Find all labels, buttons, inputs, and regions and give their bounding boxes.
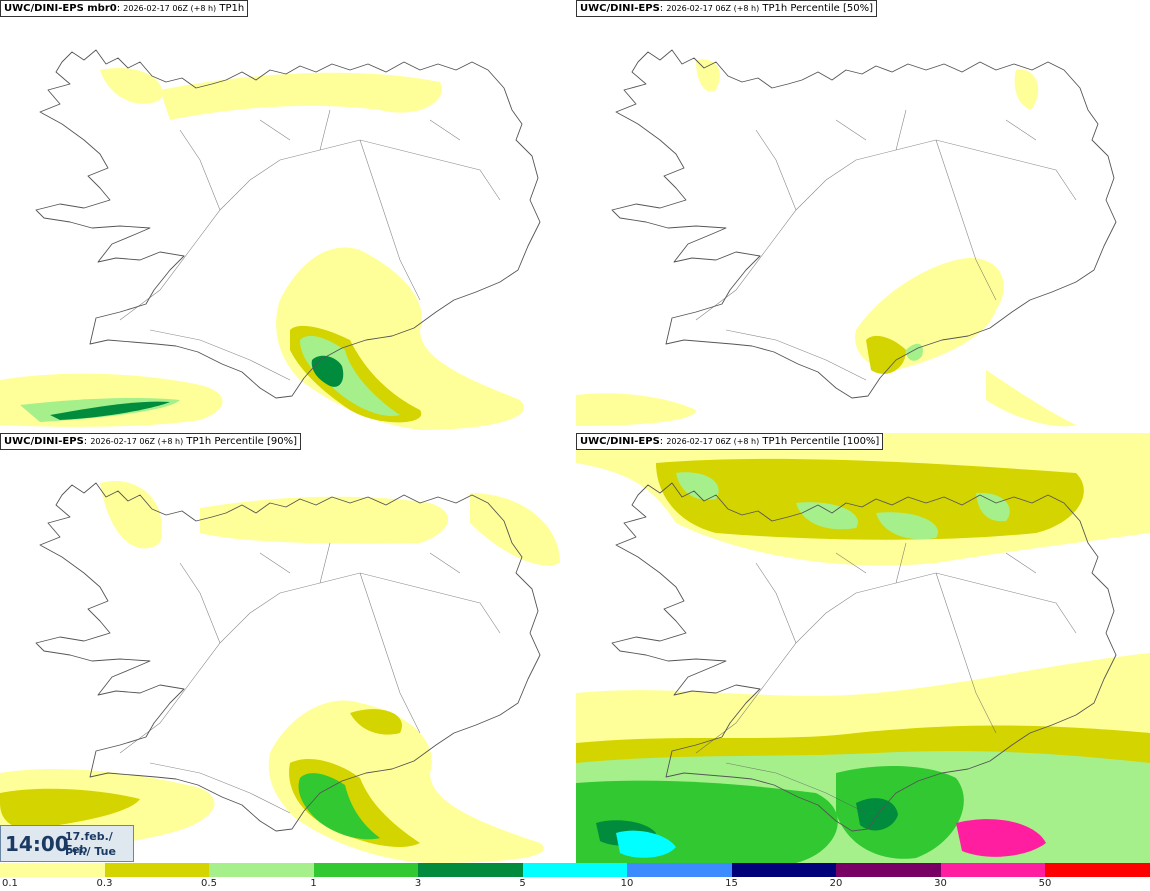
panel-title: UWC/DINI-EPS mbr0: 2026-02-17 06Z (+8 h)…	[0, 0, 249, 17]
legend-tick: 15	[725, 878, 738, 889]
legend-color-5	[522, 863, 628, 877]
model-label: UWC/DINI-EPS	[580, 436, 660, 447]
legend-tick: 50	[1038, 878, 1052, 889]
valid-time-box: 14:00 17.feb./ Feb Þri./ Tue	[0, 825, 134, 862]
precip-area	[796, 502, 858, 530]
precip-area	[986, 370, 1076, 427]
precip-area	[50, 401, 170, 420]
legend-color-0	[0, 863, 105, 877]
legend-color-4	[418, 863, 523, 877]
run-label: 2026-02-17 06Z (+8 h)	[666, 437, 760, 446]
precip-map	[0, 49, 541, 430]
field-label: TP1h Percentile [100%]	[762, 436, 880, 447]
run-label: 2026-02-17 06Z (+8 h)	[123, 4, 217, 13]
precip-legend: 0.1 0.3 0.5 1 3 5 10 15 20 30 50	[0, 862, 1150, 891]
legend-color-2	[209, 863, 314, 877]
map-panel-member0: UWC/DINI-EPS mbr0: 2026-02-17 06Z (+8 h)…	[0, 0, 574, 430]
model-label: UWC/DINI-EPS	[580, 3, 660, 14]
map-panel-p50: UWC/DINI-EPS: 2026-02-17 06Z (+8 h) TP1h…	[576, 0, 1150, 430]
precip-area	[350, 709, 402, 735]
legend-tick: 1	[310, 878, 317, 889]
precip-area	[946, 271, 998, 304]
legend-tick: 0.1	[2, 878, 18, 889]
field-label: TP1h Percentile [50%]	[762, 3, 873, 14]
panel-title: UWC/DINI-EPS: 2026-02-17 06Z (+8 h) TP1h…	[0, 433, 301, 450]
precip-area	[200, 496, 449, 544]
road-network	[119, 542, 501, 814]
valid-date-line2: Þri./ Tue	[65, 845, 116, 858]
legend-color-3	[313, 863, 419, 877]
valid-date-line1: 17.feb./ Feb	[65, 830, 113, 856]
precip-area	[676, 472, 719, 500]
legend-tick: 0.3	[96, 878, 113, 889]
legend-color-10	[1045, 863, 1150, 877]
legend-tick: 5	[519, 878, 526, 889]
coastline	[35, 482, 541, 832]
map-panel-p100: UWC/DINI-EPS: 2026-02-17 06Z (+8 h) TP1h…	[576, 433, 1150, 863]
legend-color-8	[836, 863, 941, 877]
legend-color-7	[731, 863, 837, 877]
run-label: 2026-02-17 06Z (+8 h)	[90, 437, 184, 446]
legend-tick: 30	[934, 878, 947, 889]
panel-title: UWC/DINI-EPS: 2026-02-17 06Z (+8 h) TP1h…	[576, 433, 884, 450]
precip-area	[0, 788, 140, 829]
panel-title: UWC/DINI-EPS: 2026-02-17 06Z (+8 h) TP1h…	[576, 0, 877, 17]
coastline	[611, 482, 1117, 832]
precip-area	[656, 458, 1084, 540]
precip-area	[856, 798, 898, 831]
precip-area	[976, 492, 1010, 522]
field-label: TP1h	[219, 3, 245, 14]
precip-area	[311, 355, 344, 387]
legend-tick: 20	[829, 878, 843, 889]
valid-time-clock: 14:00	[5, 832, 69, 856]
model-label: UWC/DINI-EPS mbr0	[4, 3, 117, 14]
field-label: TP1h Percentile [90%]	[186, 436, 297, 447]
precip-area	[876, 512, 938, 540]
coastline	[611, 49, 1117, 399]
precip-area	[956, 819, 1046, 857]
road-network	[695, 542, 1077, 814]
precip-area	[836, 766, 964, 859]
road-network	[119, 109, 501, 381]
panel-divider	[0, 430, 1150, 433]
precip-area	[470, 493, 560, 566]
coastline	[35, 49, 541, 399]
legend-tick: 3	[414, 878, 422, 889]
precip-area	[1014, 69, 1039, 110]
legend-color-6	[627, 863, 732, 877]
legend-color-1	[104, 863, 210, 877]
run-label: 2026-02-17 06Z (+8 h)	[666, 4, 760, 13]
precip-map	[0, 481, 560, 863]
precip-area	[160, 72, 442, 120]
legend-tick: 0.5	[201, 878, 217, 889]
precip-area	[100, 68, 162, 104]
precip-area	[866, 335, 906, 374]
precip-area	[696, 59, 720, 92]
precip-area	[616, 830, 676, 858]
precip-map	[576, 49, 1117, 427]
legend-color-9	[940, 863, 1046, 877]
model-label: UWC/DINI-EPS	[4, 436, 84, 447]
road-network	[695, 109, 1077, 381]
precip-area	[100, 481, 162, 549]
precip-map	[576, 433, 1150, 863]
map-panel-p90: UWC/DINI-EPS: 2026-02-17 06Z (+8 h) TP1h…	[0, 433, 574, 863]
precip-area	[576, 393, 696, 426]
legend-tick: 10	[620, 878, 634, 889]
precip-area	[298, 773, 380, 840]
